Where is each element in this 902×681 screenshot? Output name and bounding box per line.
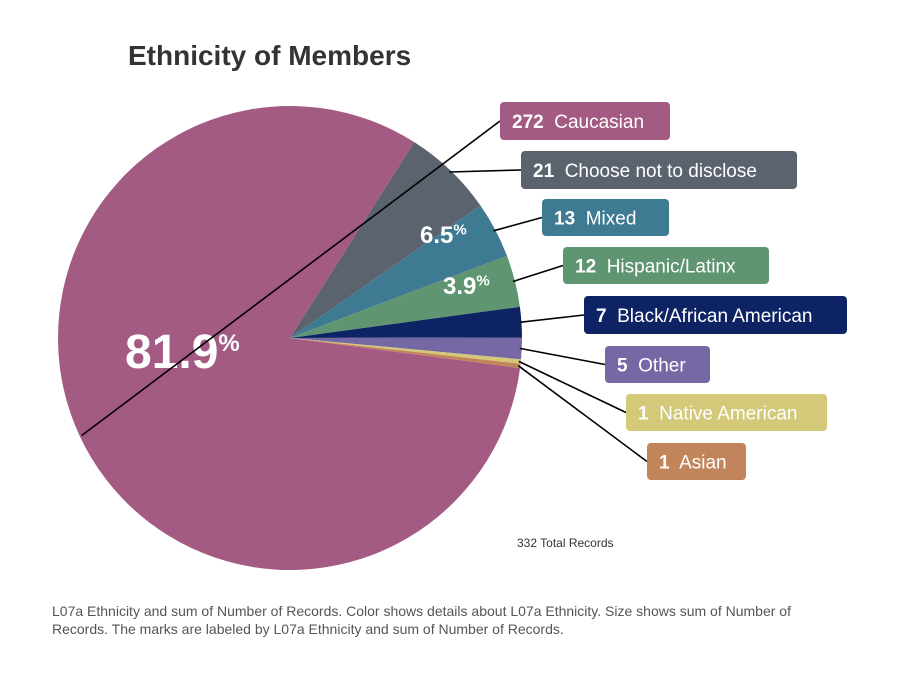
chart-caption: L07a Ethnicity and sum of Number of Reco… bbox=[52, 603, 791, 637]
callout-label: 13 Mixed bbox=[554, 209, 636, 230]
pie-slice-native-american bbox=[290, 338, 522, 364]
leader-line bbox=[81, 120, 501, 437]
leader-line bbox=[519, 314, 585, 324]
pie-slice-other bbox=[290, 337, 523, 360]
callout-box bbox=[563, 247, 769, 284]
callout-label: 272 Caucasian bbox=[512, 112, 644, 133]
callout-label: 7 Black/African American bbox=[596, 306, 813, 327]
leader-line bbox=[512, 264, 564, 283]
pie-slice-choose-not-to-disclose bbox=[290, 142, 481, 338]
pie-slice-caucasian bbox=[58, 106, 521, 571]
leader-line bbox=[519, 347, 606, 366]
pie-slice-mixed bbox=[290, 205, 507, 338]
callout-box bbox=[647, 443, 746, 480]
leader-line bbox=[493, 216, 543, 232]
callout-label: 12 Hispanic/Latinx bbox=[575, 257, 736, 278]
leader-line bbox=[449, 169, 522, 173]
callout-label: 21 Choose not to disclose bbox=[533, 161, 757, 182]
callout-box bbox=[605, 346, 710, 383]
chart-title: Ethnicity of Members bbox=[128, 40, 412, 71]
pie-slice-black-african-american bbox=[290, 306, 522, 338]
callout-box bbox=[626, 394, 827, 431]
leader-line bbox=[518, 360, 627, 414]
callout-box bbox=[584, 296, 847, 334]
callout-box bbox=[521, 151, 797, 189]
callout-box bbox=[542, 199, 669, 236]
callout-box bbox=[500, 102, 670, 140]
callout-label: 1 Asian bbox=[659, 453, 727, 474]
callout-label: 1 Native American bbox=[638, 404, 797, 425]
pie-slice-hispanic-latinx bbox=[290, 255, 520, 338]
callout-label: 5 Other bbox=[617, 356, 686, 377]
leader-line bbox=[517, 365, 648, 463]
total-records: 332 Total Records bbox=[517, 536, 614, 550]
pie-slice-asian bbox=[290, 338, 521, 369]
